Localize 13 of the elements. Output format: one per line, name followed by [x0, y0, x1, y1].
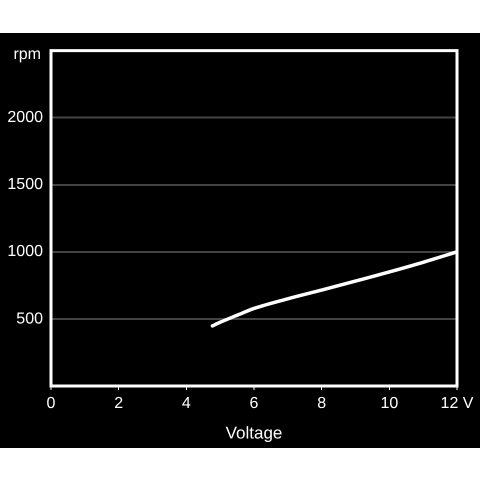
y-tick-label: 2000	[7, 109, 44, 126]
y-axis-title: rpm	[13, 46, 41, 64]
x-tick-label: 8	[317, 395, 326, 412]
x-tick-label: 0	[46, 395, 56, 412]
x-axis-title: Voltage	[226, 423, 282, 442]
x-tick-label: 10	[380, 395, 398, 412]
x-tick-label: 4	[182, 395, 191, 412]
y-tick-label: 1500	[7, 176, 44, 194]
x-tick-label: 2	[114, 395, 124, 412]
x-tick-label: 6	[250, 395, 259, 412]
x-tick-label: 12 V	[440, 395, 474, 412]
y-tick-label: 500	[16, 310, 44, 328]
y-tick-label: 1000	[7, 243, 44, 260]
